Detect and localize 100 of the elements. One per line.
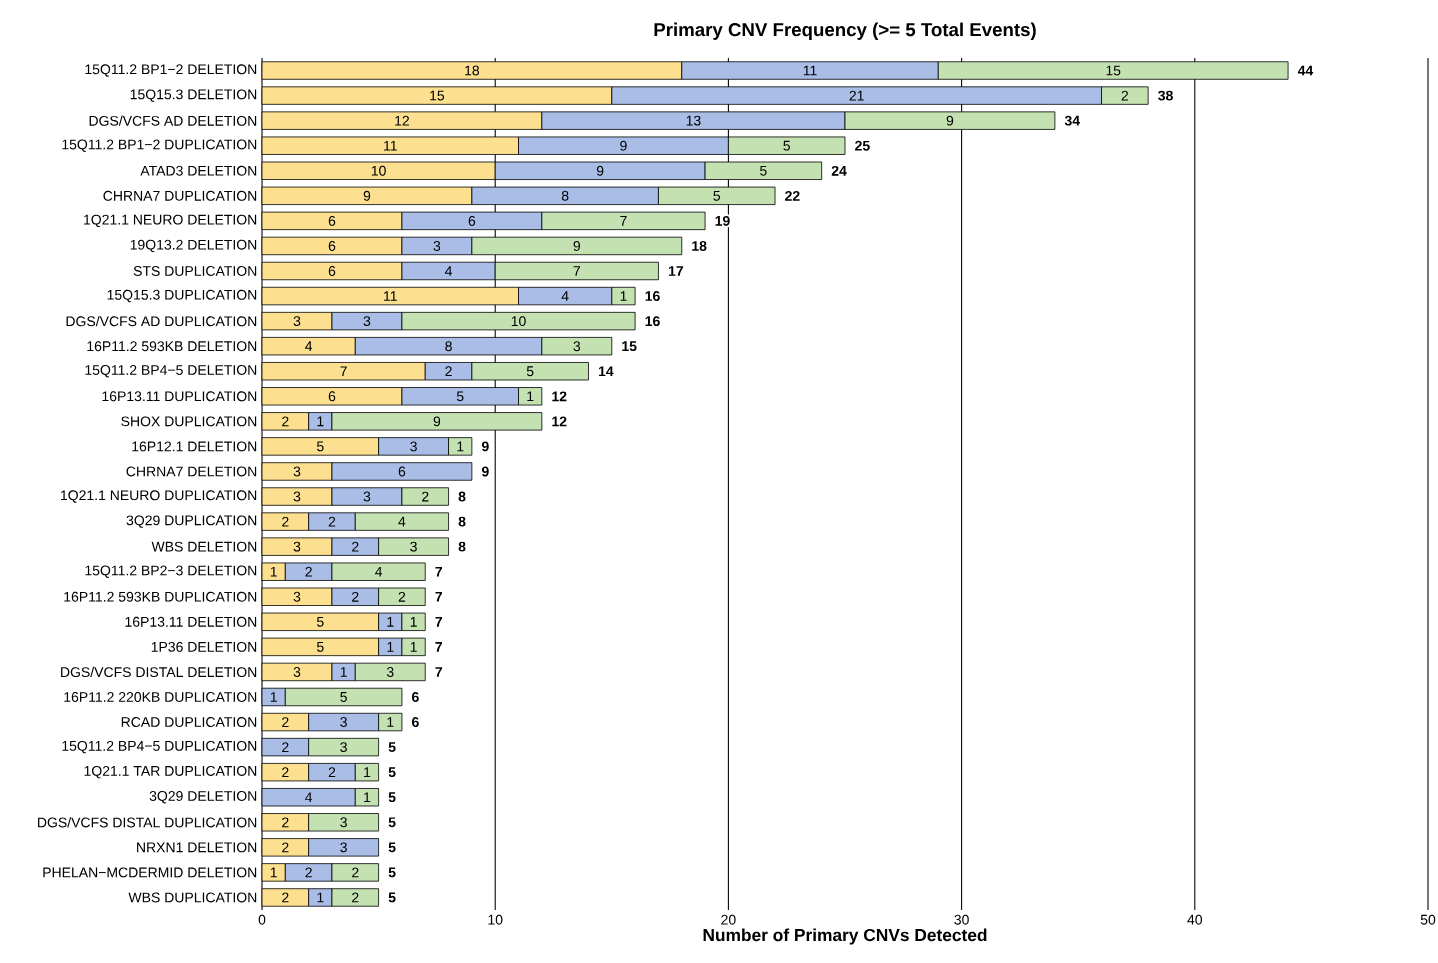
total-label: 14 — [598, 366, 614, 377]
y-tick-label: 15Q11.2 BP4−5 DUPLICATION — [62, 740, 257, 754]
total-label: 18 — [692, 240, 707, 251]
data-label: 9 — [620, 140, 627, 151]
y-tick-label: STS DUPLICATION — [133, 266, 257, 276]
total-label: 15 — [622, 341, 637, 352]
x-tick-label: 40 — [1187, 914, 1203, 925]
y-tick-label: 16P11.2 593KB DELETION — [87, 341, 257, 352]
y-tick-label: 15Q15.3 DELETION — [130, 89, 257, 102]
data-label: 3 — [293, 466, 301, 477]
data-label: 4 — [375, 566, 383, 577]
y-tick-label: WBS DUPLICATION — [128, 892, 257, 903]
x-tick-label: 20 — [721, 914, 736, 925]
data-label: 10 — [511, 316, 526, 327]
data-label: 1 — [317, 892, 324, 903]
total-label: 7 — [435, 667, 443, 677]
data-label: 5 — [340, 692, 347, 702]
data-label: 3 — [340, 742, 347, 753]
data-label: 2 — [282, 842, 289, 853]
data-label: 2 — [282, 416, 289, 427]
data-label: 1 — [364, 767, 371, 777]
y-tick-label: 15Q11.2 BP4−5 DELETION — [85, 365, 257, 378]
data-label: 1 — [270, 566, 277, 577]
total-label: 5 — [388, 817, 396, 828]
total-label: 5 — [388, 892, 396, 903]
data-label: 1 — [527, 391, 534, 402]
y-tick-label: WBS DELETION — [151, 541, 257, 552]
total-label: 22 — [785, 190, 800, 201]
data-label: 3 — [293, 491, 301, 502]
data-label: 2 — [282, 892, 289, 903]
data-label: 1 — [270, 867, 277, 878]
data-label: 10 — [371, 165, 386, 176]
data-label: 9 — [433, 416, 441, 427]
data-label: 2 — [1121, 90, 1129, 101]
x-tick-label: 30 — [954, 914, 969, 925]
data-label: 8 — [561, 190, 569, 201]
total-label: 5 — [388, 742, 396, 753]
data-label: 3 — [340, 842, 347, 853]
total-label: 7 — [435, 566, 443, 577]
data-label: 2 — [422, 491, 429, 502]
data-label: 3 — [293, 666, 301, 677]
y-tick-label: 3Q29 DUPLICATION — [126, 515, 257, 528]
data-label: 3 — [340, 717, 347, 728]
y-tick-label: 15Q11.2 BP1−2 DUPLICATION — [62, 139, 257, 152]
data-label: 1 — [387, 717, 394, 727]
data-label: 2 — [445, 366, 452, 377]
total-label: 17 — [668, 266, 683, 276]
data-label: 2 — [328, 516, 336, 527]
data-label: 13 — [686, 115, 701, 126]
total-label: 12 — [552, 416, 567, 427]
data-label: 9 — [946, 115, 954, 126]
data-label: 2 — [352, 541, 359, 552]
y-tick-label: ATAD3 DELETION — [140, 165, 257, 176]
total-label: 8 — [458, 491, 466, 502]
data-label: 9 — [363, 190, 371, 201]
data-label: 5 — [316, 642, 324, 652]
data-label: 2 — [352, 867, 359, 878]
data-label: 8 — [445, 341, 452, 352]
y-tick-label: 16P13.11 DUPLICATION — [102, 391, 257, 402]
data-label: 1 — [620, 291, 627, 301]
data-label: 5 — [456, 391, 464, 402]
total-label: 16 — [645, 316, 660, 327]
data-label: 2 — [305, 566, 312, 577]
data-label: 4 — [398, 516, 406, 527]
data-label: 3 — [363, 316, 371, 327]
data-label: 1 — [410, 642, 417, 652]
data-label: 2 — [282, 817, 289, 828]
data-label: 6 — [328, 215, 336, 226]
data-label: 6 — [328, 391, 336, 402]
total-label: 8 — [458, 541, 466, 552]
total-label: 8 — [458, 516, 466, 527]
data-label: 3 — [293, 316, 301, 327]
y-tick-label: PHELAN−MCDERMID DELETION — [43, 867, 257, 878]
y-tick-label: CHRNA7 DUPLICATION — [103, 190, 257, 201]
y-tick-label: DGS/VCFS DISTAL DELETION — [61, 666, 257, 678]
data-label: 5 — [526, 366, 534, 377]
y-tick-label: DGS/VCFS AD DUPLICATION — [66, 315, 257, 327]
total-label: 5 — [388, 767, 396, 778]
data-label: 2 — [352, 591, 359, 602]
data-label: 9 — [596, 165, 604, 176]
data-label: 5 — [783, 140, 790, 151]
y-tick-label: DGS/VCFS AD DELETION — [89, 115, 257, 126]
x-tick-label: 0 — [258, 914, 266, 925]
data-label: 6 — [398, 466, 406, 477]
data-label: 1 — [410, 617, 417, 627]
data-label: 2 — [398, 591, 406, 602]
data-label: 2 — [352, 892, 359, 903]
data-label: 1 — [317, 416, 324, 427]
data-label: 4 — [561, 291, 569, 301]
data-label: 1 — [387, 617, 394, 627]
x-tick-label: 10 — [488, 914, 503, 925]
total-label: 6 — [412, 692, 419, 702]
y-tick-label: NRXN1 DELETION — [137, 842, 257, 853]
total-label: 7 — [435, 617, 443, 627]
total-label: 12 — [552, 391, 567, 402]
total-label: 34 — [1064, 115, 1080, 126]
chart-title: Primary CNV Frequency (>= 5 Total Events) — [654, 22, 1036, 40]
data-label: 5 — [316, 616, 324, 627]
total-label: 16 — [645, 291, 660, 302]
total-label: 38 — [1158, 90, 1173, 101]
